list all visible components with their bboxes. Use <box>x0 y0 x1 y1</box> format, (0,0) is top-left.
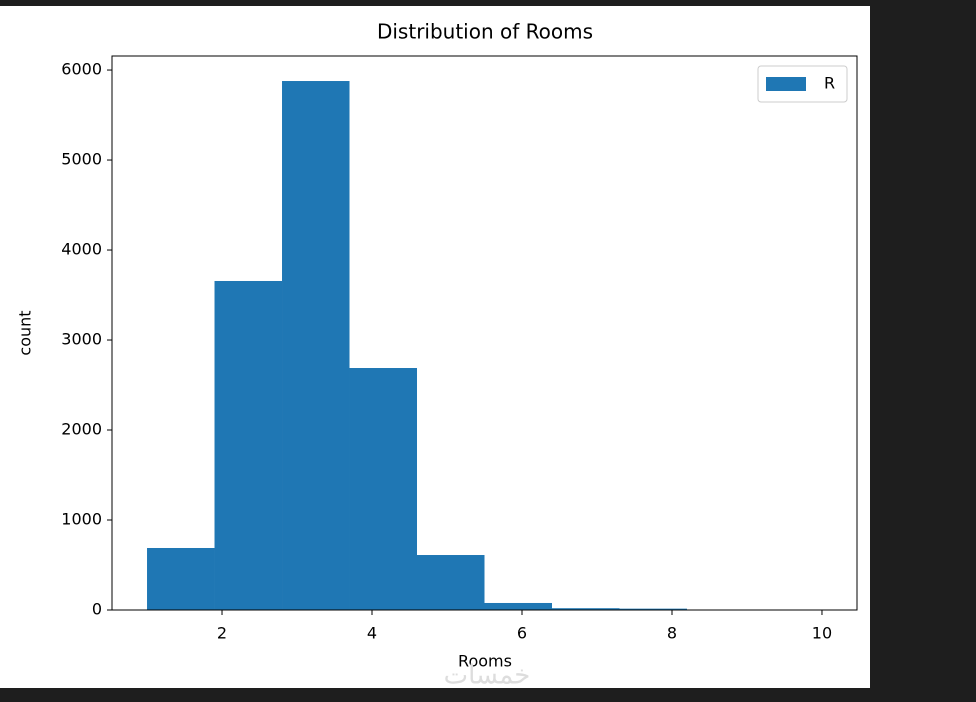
y-tick-label: 6000 <box>61 60 102 79</box>
y-axis-label: count <box>16 310 35 355</box>
bar <box>349 368 418 610</box>
watermark: خمسات <box>444 661 531 691</box>
bar <box>417 555 485 610</box>
x-tick-label: 4 <box>367 624 377 643</box>
legend-swatch <box>766 77 806 91</box>
bar <box>484 602 552 610</box>
y-tick-label: 0 <box>92 600 102 619</box>
y-tick-label: 4000 <box>61 240 102 259</box>
x-tick-label: 10 <box>812 624 832 643</box>
bar <box>147 547 215 610</box>
axes-frame <box>111 55 858 611</box>
bar <box>282 81 350 611</box>
y-tick-label: 5000 <box>61 150 102 169</box>
x-tick-label: 6 <box>517 624 527 643</box>
x-tick-label: 8 <box>667 624 677 643</box>
y-tick-label: 3000 <box>61 330 102 349</box>
legend-label: R <box>824 74 835 93</box>
bar <box>619 608 687 610</box>
y-tick-label: 1000 <box>61 510 102 529</box>
x-tick-label: 2 <box>217 624 227 643</box>
bar <box>551 608 620 610</box>
bar <box>214 280 283 610</box>
x-axis-label: Rooms <box>458 652 512 671</box>
y-tick-label: 2000 <box>61 420 102 439</box>
chart-title: Distribution of Rooms <box>377 20 593 44</box>
